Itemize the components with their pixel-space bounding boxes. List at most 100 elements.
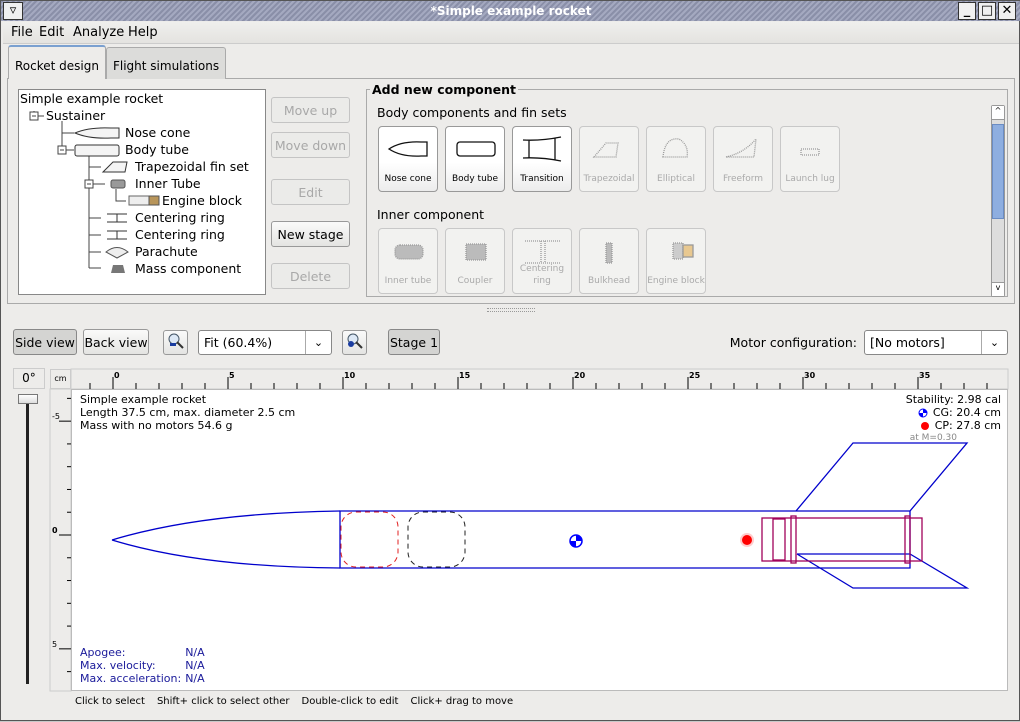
flight-summary: Apogee: N/A Max. velocity: N/A Max. accelera… [80, 647, 205, 685]
add-engine-block-button[interactable]: Engine block [646, 228, 706, 294]
component-tree[interactable]: Simple example rocket Sustainer Nose con… [18, 89, 266, 295]
cg-value: CG: 20.4 cm [932, 406, 1001, 419]
tree-item-nose-cone[interactable]: Nose cone [125, 125, 191, 140]
tree-item-fin-set[interactable]: Trapezoidal fin set [135, 159, 249, 174]
maximize-button[interactable]: □ [978, 2, 996, 20]
menu-help[interactable]: Help [128, 25, 158, 40]
zoom-value: Fit (60.4%) [204, 335, 273, 350]
palette-label: Bulkhead [587, 276, 631, 286]
tree-item-inner-tube[interactable]: Inner Tube [135, 176, 201, 191]
motor-config-label: Motor configuration: [729, 335, 857, 350]
tree-item-mass-component[interactable]: Mass component [135, 261, 242, 276]
menu-edit[interactable]: Edit [39, 25, 65, 40]
tree-item-rocket[interactable]: Simple example rocket [20, 91, 164, 106]
ruler-label: 5 [229, 371, 235, 380]
add-transition-button[interactable]: Transition [512, 126, 572, 192]
motor-config-value: [No motors] [870, 335, 945, 350]
palette-label: Body tube [451, 174, 499, 184]
palette-scrollbar[interactable]: ^ v [991, 105, 1005, 297]
flight-stat-value: N/A [185, 672, 205, 685]
minimize-button[interactable]: _ [958, 2, 976, 20]
bulkhead-icon [605, 242, 613, 264]
trapezoidal-icon [592, 142, 619, 158]
chevron-down-icon: ⌄ [305, 331, 331, 354]
freeform-icon [725, 136, 757, 158]
tree-lines [29, 111, 160, 273]
rotation-slider-track[interactable] [26, 396, 29, 684]
title-bar: *Simple example rocket [1, 1, 1020, 21]
palette-label: Transition [520, 174, 564, 184]
tab-flight-simulations[interactable]: Flight simulations [105, 47, 227, 79]
rocket-figure[interactable]: Simple example rocket Length 37.5 cm, ma… [71, 389, 1008, 691]
move-down-button[interactable]: Move down [271, 132, 350, 158]
scroll-thumb[interactable] [992, 124, 1004, 219]
move-up-button[interactable]: Move up [271, 97, 350, 123]
menu-file[interactable]: File [11, 25, 33, 40]
add-nose-cone-button[interactable]: Nose cone [378, 126, 438, 192]
zoom-in-button[interactable] [342, 330, 367, 355]
engine-block-icon [672, 242, 694, 260]
ruler-label: 0 [114, 371, 120, 380]
hint-text: Click to select [75, 696, 145, 707]
add-coupler-button[interactable]: Coupler [445, 228, 505, 294]
add-freeform-button[interactable]: Freeform [713, 126, 773, 192]
flight-stat-label: Max. velocity: [80, 659, 156, 672]
add-bulkhead-button[interactable]: Bulkhead [579, 228, 639, 294]
fin-icon [101, 161, 128, 173]
launch-lug-icon [800, 148, 820, 156]
add-inner-tube-button[interactable]: Inner tube [378, 228, 438, 294]
transition-icon [522, 136, 562, 162]
flight-stat-value: N/A [185, 659, 205, 672]
add-elliptical-button[interactable]: Elliptical [646, 126, 706, 192]
centering-ring-icon [107, 230, 127, 240]
rocket-dimensions: Length 37.5 cm, max. diameter 2.5 cm [80, 406, 296, 419]
window-title: *Simple example rocket [430, 4, 592, 18]
stability-value: Stability: 2.98 cal [905, 393, 1001, 406]
tree-item-centering-ring[interactable]: Centering ring [135, 210, 225, 225]
tab-bar: Rocket design Flight simulations [8, 45, 227, 79]
window-menu-button[interactable]: ▿ [3, 2, 23, 20]
ruler-label: -5 [52, 412, 60, 421]
rocket-name: Simple example rocket [80, 393, 207, 406]
hint-bar: Click to select Shift+ click to select ot… [75, 696, 513, 708]
tree-item-sustainer[interactable]: Sustainer [46, 108, 106, 123]
nose-cone-icon [387, 141, 428, 157]
scroll-down-icon[interactable]: v [992, 282, 1004, 296]
body-tube-icon [74, 144, 120, 157]
palette-label: Launch lug [785, 174, 835, 184]
delete-button[interactable]: Delete [271, 263, 350, 289]
tree-item-centering-ring[interactable]: Centering ring [135, 227, 225, 242]
add-centering-ring-button[interactable]: Centering ring [512, 228, 572, 294]
palette-label: Freeform [722, 174, 764, 184]
ruler-label: 15 [459, 371, 471, 380]
add-launch-lug-button[interactable]: Launch lug [780, 126, 840, 192]
rotation-slider-thumb[interactable] [18, 394, 38, 404]
scroll-up-icon[interactable]: ^ [992, 106, 1004, 120]
palette-label: Centering ring [519, 264, 565, 286]
ruler-label: 10 [344, 371, 356, 380]
back-view-button[interactable]: Back view [83, 329, 149, 355]
zoom-out-button[interactable] [163, 330, 188, 355]
tree-item-body-tube[interactable]: Body tube [125, 142, 189, 157]
flight-stat-value: N/A [185, 646, 205, 659]
palette-label: Trapezoidal [583, 174, 635, 184]
side-view-button[interactable]: Side view [13, 329, 77, 355]
menu-bar: File Edit Analyze Help [3, 22, 1019, 44]
add-body-tube-button[interactable]: Body tube [445, 126, 505, 192]
ruler-label: 35 [919, 371, 931, 380]
motor-config-select[interactable]: [No motors] ⌄ [864, 330, 1008, 355]
centering-ring-icon [525, 240, 561, 264]
close-button[interactable]: ✕ [998, 2, 1016, 20]
nose-cone-icon [73, 127, 120, 139]
tab-rocket-design[interactable]: Rocket design [8, 45, 106, 79]
edit-button[interactable]: Edit [271, 179, 350, 205]
tree-item-engine-block[interactable]: Engine block [162, 193, 242, 208]
tree-item-parachute[interactable]: Parachute [135, 244, 198, 259]
split-handle[interactable] [487, 308, 535, 312]
magnifier-plus-icon [347, 333, 363, 349]
stage-1-button[interactable]: Stage 1 [388, 329, 440, 355]
zoom-select[interactable]: Fit (60.4%) ⌄ [198, 330, 332, 355]
add-trapezoidal-button[interactable]: Trapezoidal [579, 126, 639, 192]
menu-analyze[interactable]: Analyze [73, 25, 125, 40]
new-stage-button[interactable]: New stage [271, 221, 350, 247]
